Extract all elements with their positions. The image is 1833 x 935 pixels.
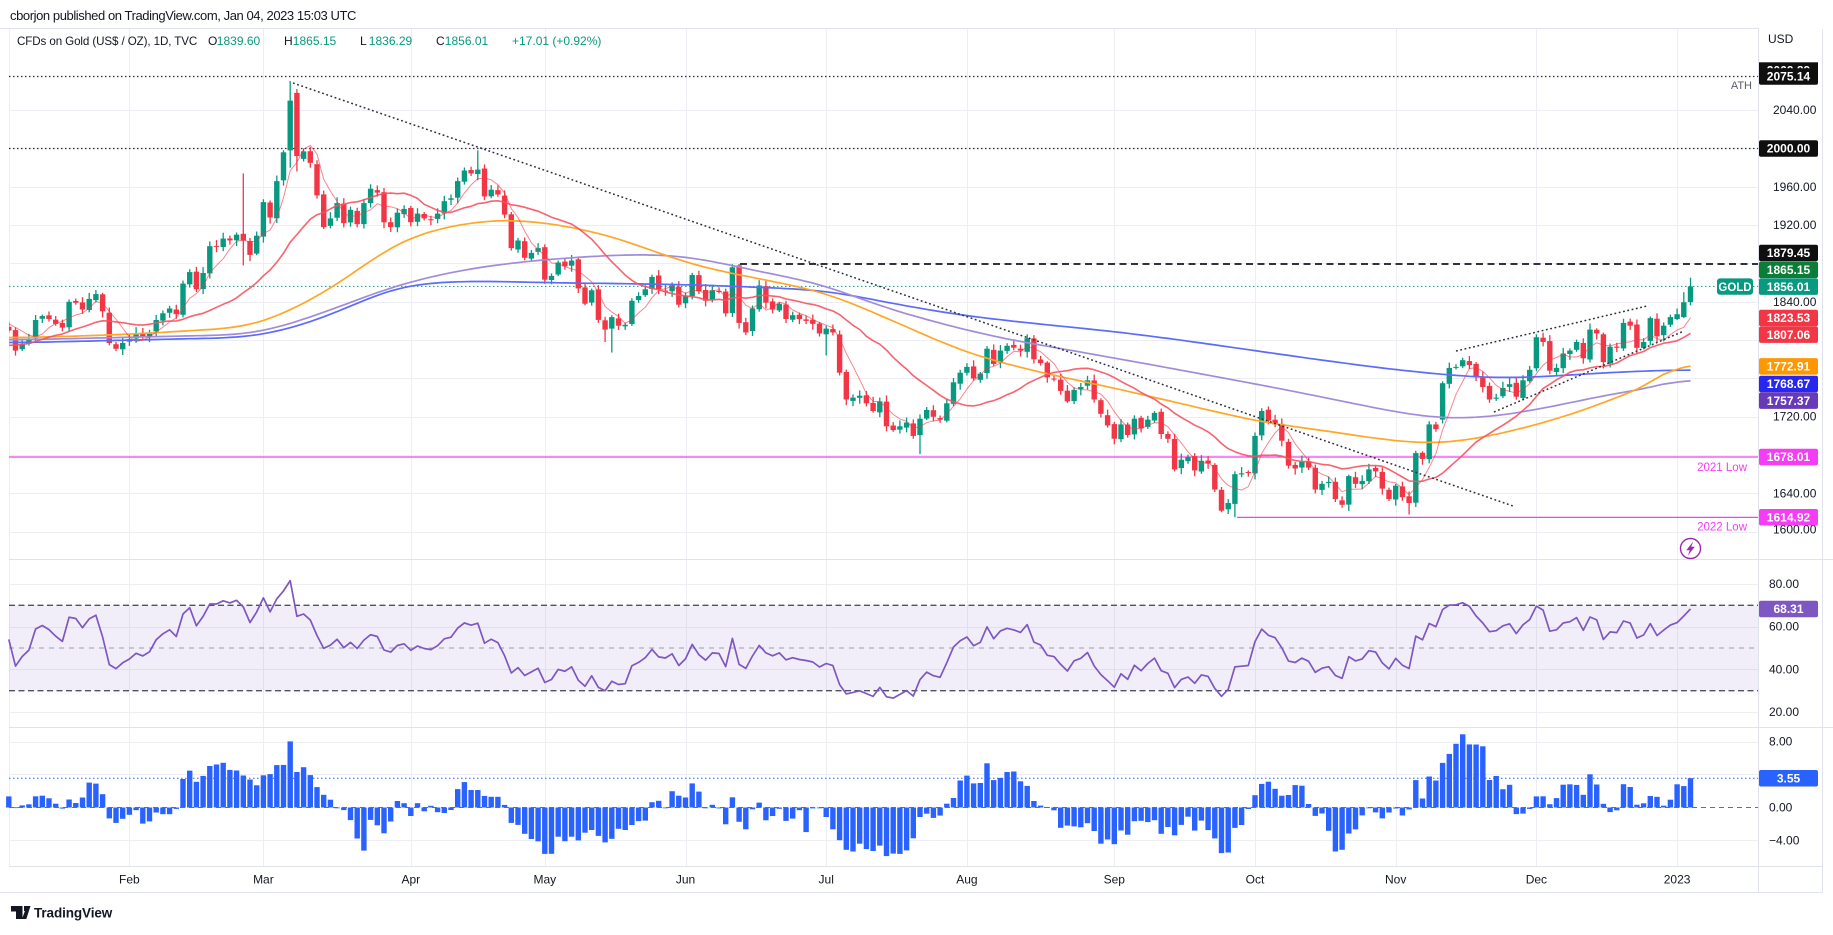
svg-text:1823.53: 1823.53 (1767, 311, 1811, 325)
svg-text:Dec: Dec (1526, 873, 1547, 887)
svg-text:USD: USD (1768, 32, 1794, 46)
svg-text:2075.14: 2075.14 (1767, 70, 1811, 84)
svg-text:H: H (284, 34, 293, 48)
svg-text:Aug: Aug (956, 873, 977, 887)
svg-text:2023: 2023 (1664, 873, 1691, 887)
svg-text:Apr: Apr (401, 873, 420, 887)
svg-text:CFDs on Gold (US$ / OZ), 1D, T: CFDs on Gold (US$ / OZ), 1D, TVC (17, 35, 197, 48)
svg-text:2040.00: 2040.00 (1773, 103, 1817, 117)
svg-text:1960.00: 1960.00 (1773, 180, 1817, 194)
svg-text:1757.37: 1757.37 (1767, 394, 1811, 408)
svg-text:cborjon published on TradingVi: cborjon published on TradingView.com, Ja… (10, 8, 356, 23)
svg-text:Jul: Jul (819, 873, 834, 887)
svg-text:2021 Low: 2021 Low (1697, 462, 1748, 474)
svg-text:1807.06: 1807.06 (1767, 328, 1811, 342)
svg-text:40.00: 40.00 (1769, 662, 1799, 676)
svg-text:1856.01: 1856.01 (1767, 280, 1811, 294)
svg-text:Sep: Sep (1104, 873, 1126, 887)
svg-text:O: O (208, 34, 217, 48)
svg-text:2069.89: 2069.89 (1767, 64, 1811, 78)
svg-text:C: C (436, 34, 445, 48)
svg-text:1678.01: 1678.01 (1767, 450, 1811, 464)
svg-text:2000.00: 2000.00 (1767, 142, 1811, 156)
svg-text:2022 Low: 2022 Low (1697, 522, 1748, 534)
svg-text:TradingView: TradingView (34, 906, 113, 921)
svg-text:1865.15: 1865.15 (1767, 263, 1811, 277)
svg-text:Feb: Feb (119, 873, 140, 887)
svg-text:8.00: 8.00 (1769, 735, 1793, 749)
svg-text:80.00: 80.00 (1769, 577, 1799, 591)
svg-text:1720.00: 1720.00 (1773, 410, 1817, 424)
svg-text:3.55: 3.55 (1777, 771, 1801, 785)
svg-text:+17.01 (+0.92%): +17.01 (+0.92%) (512, 34, 601, 48)
svg-text:60.00: 60.00 (1769, 620, 1799, 634)
svg-text:Jun: Jun (676, 873, 695, 887)
svg-text:1836.29: 1836.29 (369, 34, 413, 48)
svg-text:1920.00: 1920.00 (1773, 218, 1817, 232)
svg-text:1640.00: 1640.00 (1773, 486, 1817, 500)
svg-text:20.00: 20.00 (1769, 705, 1799, 719)
svg-text:68.31: 68.31 (1773, 602, 1803, 616)
svg-text:1772.91: 1772.91 (1767, 360, 1811, 374)
svg-text:−4.00: −4.00 (1769, 834, 1800, 848)
svg-text:May: May (533, 873, 556, 887)
svg-text:1865.15: 1865.15 (293, 34, 337, 48)
svg-text:Nov: Nov (1385, 873, 1406, 887)
svg-text:1856.01: 1856.01 (445, 34, 489, 48)
svg-text:0.00: 0.00 (1769, 801, 1793, 815)
svg-text:1879.45: 1879.45 (1767, 246, 1811, 260)
svg-text:1614.92: 1614.92 (1767, 511, 1811, 525)
svg-text:1840.00: 1840.00 (1773, 295, 1817, 309)
svg-text:GOLD: GOLD (1718, 282, 1751, 294)
svg-text:Mar: Mar (253, 873, 274, 887)
svg-text:Oct: Oct (1246, 873, 1265, 887)
svg-text:L: L (360, 34, 367, 48)
svg-text:1600.00: 1600.00 (1773, 523, 1817, 537)
svg-text:ATH: ATH (1731, 80, 1752, 92)
svg-text:1768.67: 1768.67 (1767, 377, 1811, 391)
svg-text:1839.60: 1839.60 (217, 34, 261, 48)
